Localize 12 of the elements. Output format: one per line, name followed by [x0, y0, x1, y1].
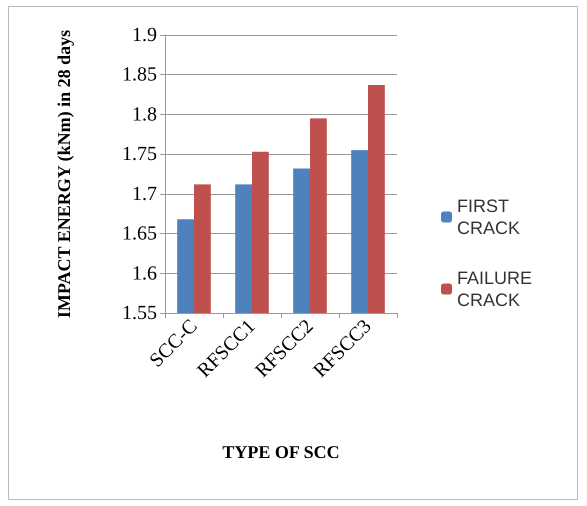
legend-label: FAILURE CRACK	[457, 268, 538, 310]
y-tick-label: 1.7	[132, 182, 157, 205]
legend-label: FIRST CRACK	[457, 196, 520, 238]
y-tick-label: 1.9	[132, 24, 157, 46]
y-tick-label: 1.8	[132, 103, 157, 126]
x-axis-title: TYPE OF SCC	[222, 442, 340, 462]
y-tick-label: 1.85	[122, 64, 157, 86]
y-tick-label: 1.6	[132, 262, 157, 284]
y-tick-label: 1.55	[122, 302, 157, 324]
y-axis-title: IMPACT ENERGY (kNm) in 28 days	[54, 30, 74, 318]
y-tick-label: 1.75	[122, 143, 157, 166]
y-tick-label: 1.65	[122, 222, 157, 245]
